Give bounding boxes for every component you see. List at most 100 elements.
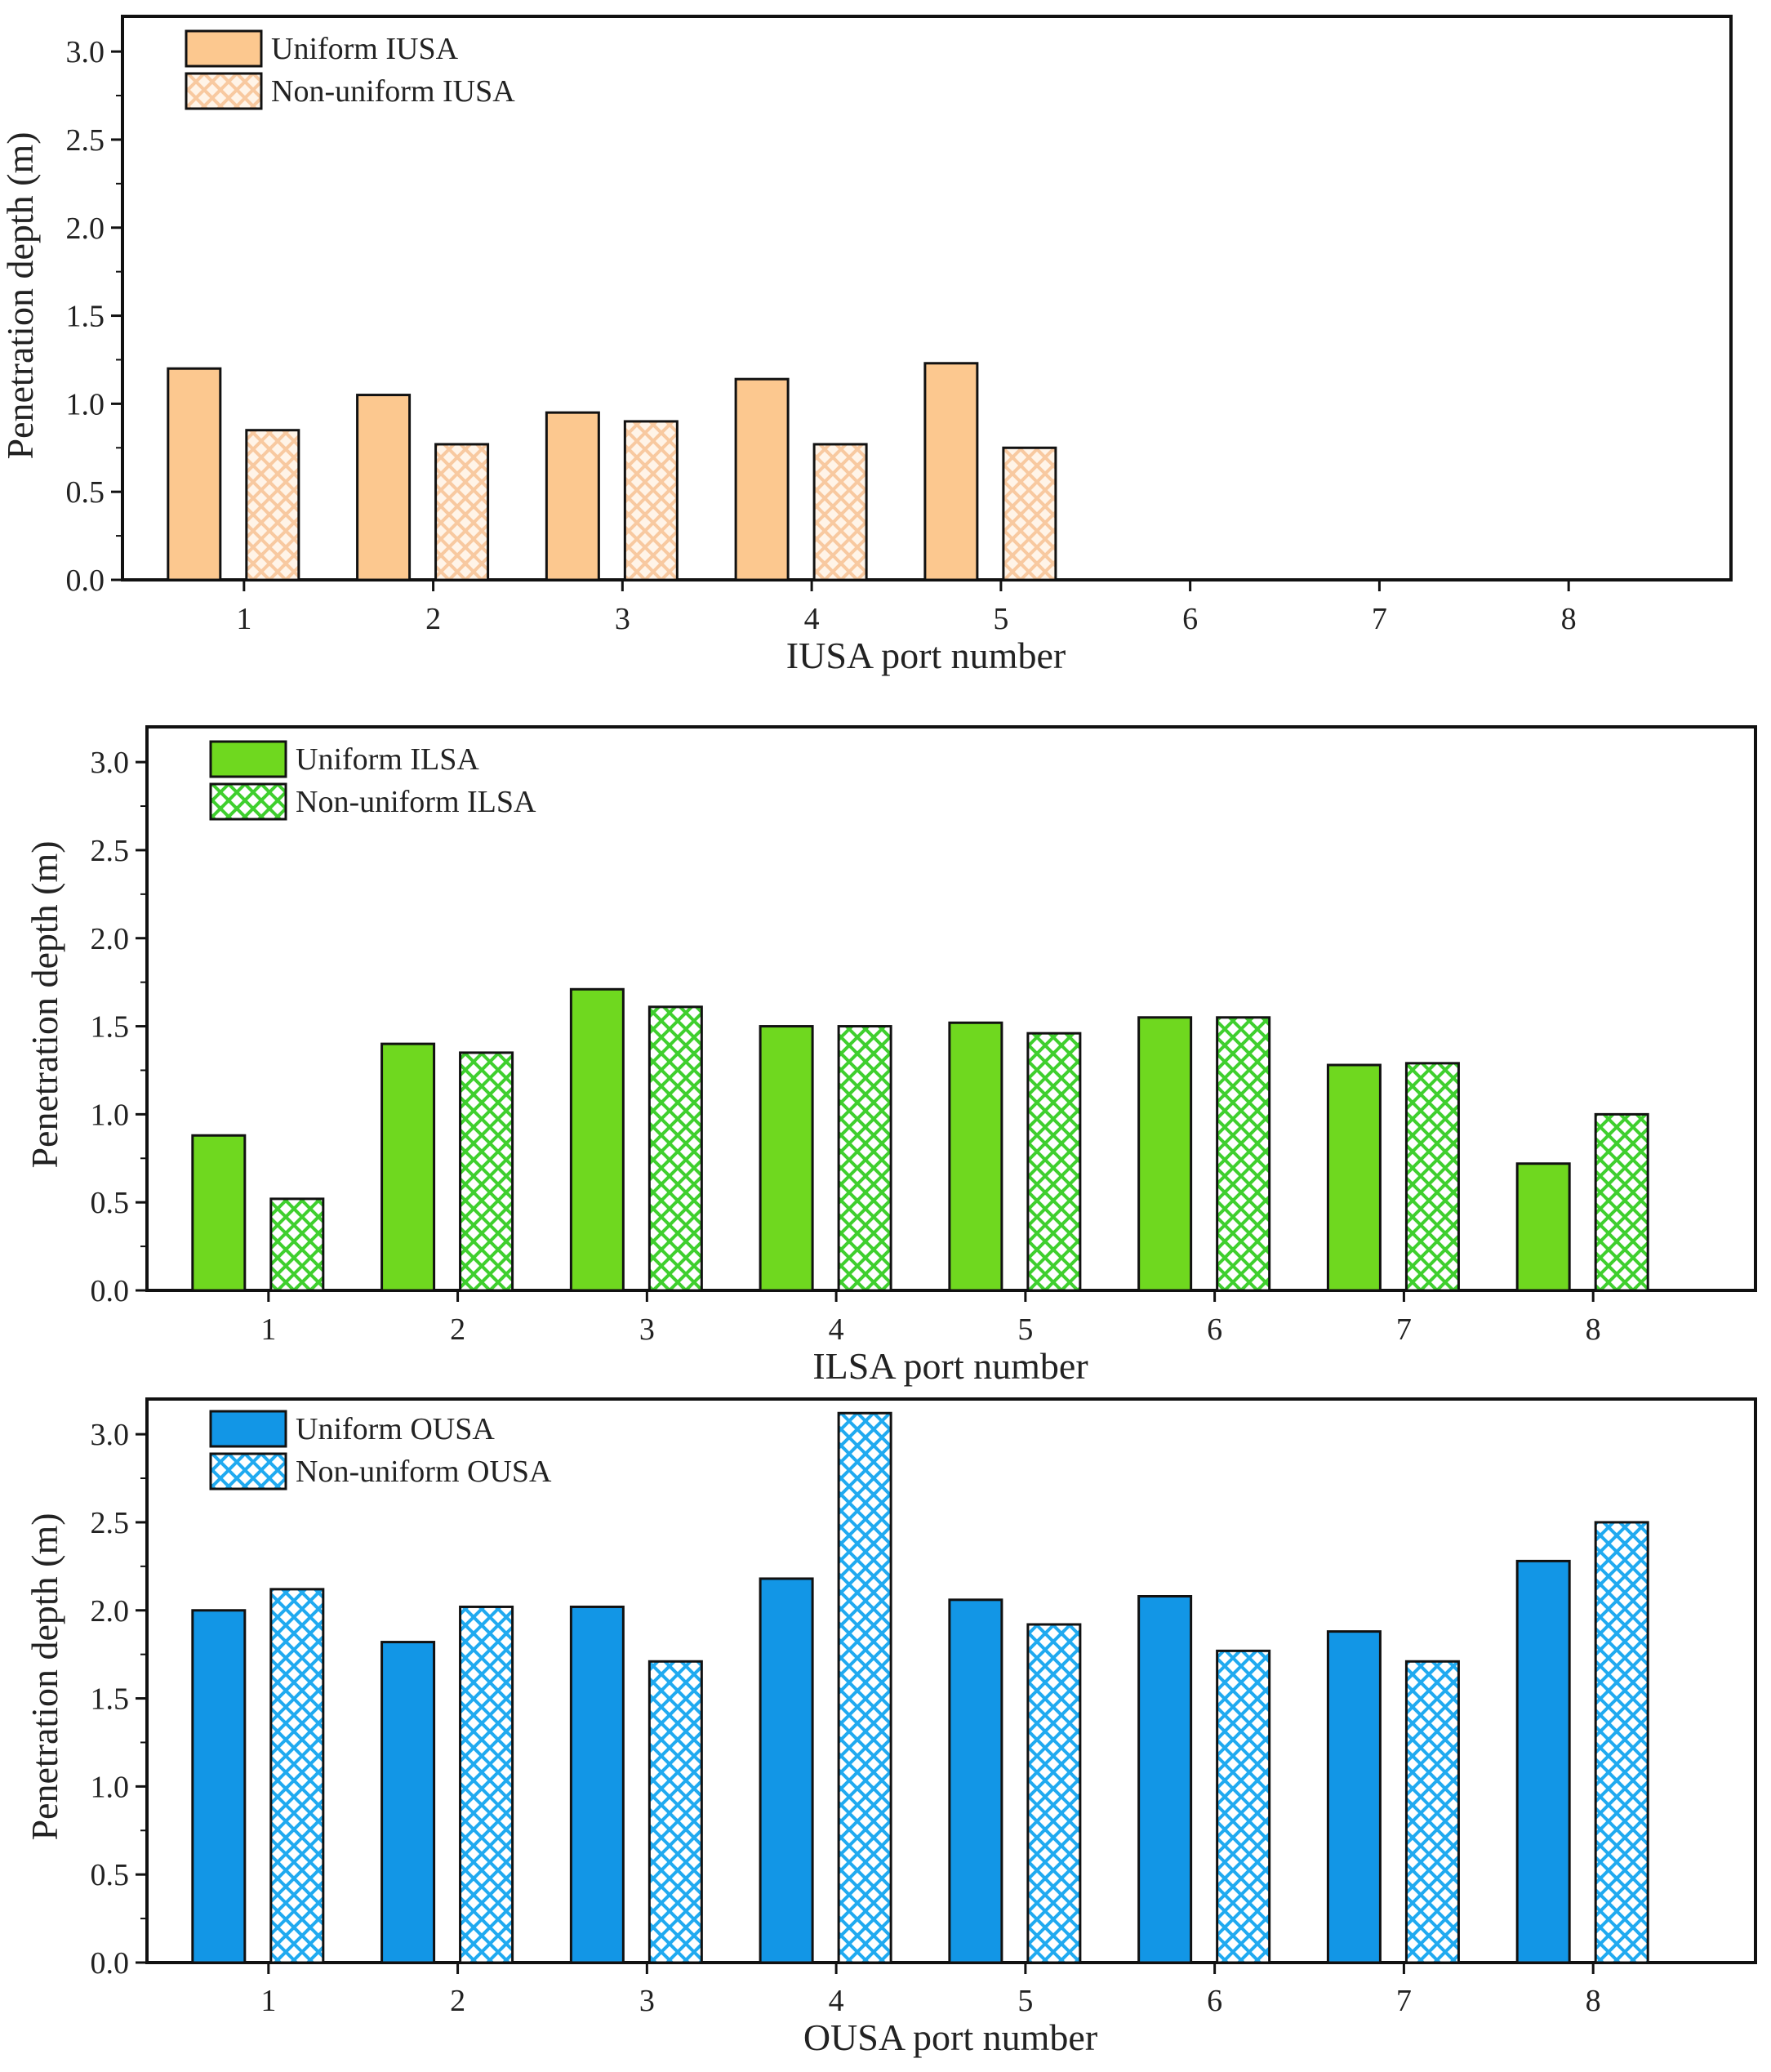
bar-nonuniform-port-7 [1404, 1062, 1460, 1292]
y-tick-label: 2.0 [91, 1594, 130, 1629]
legend-label-nonuniform: Non-uniform ILSA [296, 785, 536, 819]
bar-nonuniform-port-3 [623, 420, 679, 581]
x-tick-label: 8 [1586, 1312, 1601, 1347]
bar-nonuniform-port-5 [1026, 1032, 1082, 1292]
x-tick-label: 2 [425, 602, 441, 636]
bar-nonuniform-port-6 [1216, 1016, 1271, 1292]
x-tick-label: 5 [1017, 1312, 1033, 1347]
x-tick-label: 6 [1207, 1984, 1222, 2018]
bar-nonuniform-port-7 [1404, 1660, 1460, 1964]
bar-uniform-port-2 [380, 1641, 436, 1964]
y-axis-title: Penetration depth (m) [0, 131, 41, 459]
x-tick-label: 6 [1207, 1312, 1222, 1347]
bar-uniform-port-8 [1515, 1162, 1571, 1292]
x-tick-label: 7 [1396, 1312, 1412, 1347]
chart-panel-iusa: Penetration depth (m) IUSA port number U… [0, 15, 1733, 676]
bar-uniform-port-2 [356, 394, 412, 581]
legend-swatch-uniform [185, 29, 263, 68]
bar-nonuniform-port-1 [269, 1588, 325, 1964]
bar-nonuniform-port-5 [1026, 1623, 1082, 1964]
y-tick-label: 0.5 [91, 1186, 130, 1220]
bar-uniform-port-4 [759, 1577, 814, 1964]
bar-uniform-port-7 [1326, 1063, 1382, 1292]
y-tick-label: 0.0 [66, 564, 105, 598]
y-tick-label: 1.5 [91, 1682, 130, 1717]
y-tick-label: 2.5 [91, 1506, 130, 1540]
legend-label-uniform: Uniform IUSA [271, 32, 459, 66]
bar-nonuniform-port-4 [837, 1025, 892, 1292]
x-tick-label: 3 [639, 1984, 655, 2018]
bar-uniform-port-6 [1137, 1016, 1193, 1292]
y-tick-label: 0.5 [91, 1858, 130, 1892]
y-axis-title: Penetration depth (m) [24, 840, 65, 1168]
x-tick-label: 4 [829, 1984, 844, 2018]
x-tick-label: 1 [260, 1984, 276, 2018]
bar-uniform-port-7 [1326, 1630, 1382, 1964]
bar-uniform-port-5 [948, 1598, 1003, 1964]
bar-nonuniform-port-1 [245, 429, 300, 581]
legend-label-uniform: Uniform ILSA [296, 742, 479, 777]
bar-nonuniform-port-8 [1594, 1112, 1649, 1292]
chart-panel-ilsa: Penetration depth (m) ILSA port number U… [24, 725, 1757, 1387]
legend-label-nonuniform: Non-uniform IUSA [271, 74, 515, 109]
bar-uniform-port-8 [1515, 1559, 1571, 1964]
y-tick-label: 1.5 [91, 1010, 130, 1045]
y-tick-label: 3.0 [66, 35, 105, 69]
bar-uniform-port-6 [1137, 1595, 1193, 1964]
bar-uniform-port-5 [948, 1021, 1003, 1292]
bar-nonuniform-port-2 [434, 443, 490, 581]
y-tick-label: 2.0 [91, 922, 130, 956]
x-axis-title: OUSA port number [803, 2016, 1097, 2058]
bar-uniform-port-3 [569, 987, 625, 1292]
y-axis-title: Penetration depth (m) [24, 1513, 65, 1840]
x-axis-title: IUSA port number [786, 635, 1066, 676]
y-tick-label: 1.0 [91, 1098, 130, 1132]
legend-swatch-nonuniform [209, 782, 287, 821]
x-tick-label: 8 [1561, 602, 1577, 636]
x-tick-label: 5 [1017, 1984, 1033, 2018]
x-tick-label: 1 [260, 1312, 276, 1347]
bar-uniform-port-3 [569, 1605, 625, 1964]
x-axis-title: ILSA port number [812, 1345, 1088, 1387]
bar-uniform-port-1 [191, 1134, 247, 1292]
legend-swatch-uniform [209, 1410, 287, 1448]
y-tick-label: 2.5 [91, 834, 130, 868]
y-tick-label: 3.0 [91, 746, 130, 780]
bar-uniform-port-5 [923, 362, 979, 581]
bar-nonuniform-port-2 [459, 1605, 514, 1964]
x-tick-label: 1 [236, 602, 251, 636]
y-tick-label: 0.0 [91, 1946, 130, 1981]
legend: Uniform IUSA Non-uniform IUSA [185, 29, 515, 110]
y-tick-label: 3.0 [91, 1418, 130, 1452]
bar-uniform-port-1 [191, 1609, 247, 1964]
bar-uniform-port-2 [380, 1042, 436, 1292]
x-tick-label: 4 [829, 1312, 844, 1347]
legend-label-uniform: Uniform OUSA [296, 1412, 495, 1446]
x-tick-label: 3 [639, 1312, 655, 1347]
bar-nonuniform-port-4 [812, 443, 868, 581]
x-tick-label: 2 [450, 1984, 465, 2018]
bar-nonuniform-port-1 [269, 1197, 325, 1292]
x-tick-label: 4 [804, 602, 820, 636]
y-tick-label: 1.5 [66, 300, 105, 334]
legend: Uniform OUSA Non-uniform OUSA [209, 1410, 552, 1491]
bar-nonuniform-port-2 [459, 1051, 514, 1292]
x-tick-label: 6 [1182, 602, 1198, 636]
bar-nonuniform-port-8 [1594, 1521, 1649, 1964]
bar-uniform-port-4 [734, 377, 790, 581]
legend-swatch-nonuniform [185, 72, 263, 110]
y-tick-label: 0.0 [91, 1274, 130, 1308]
x-tick-label: 2 [450, 1312, 465, 1347]
y-tick-label: 0.5 [66, 475, 105, 510]
legend: Uniform ILSA Non-uniform ILSA [209, 740, 536, 821]
y-tick-label: 1.0 [91, 1770, 130, 1804]
bar-nonuniform-port-3 [647, 1660, 703, 1964]
y-tick-label: 1.0 [66, 387, 105, 421]
x-tick-label: 8 [1586, 1984, 1601, 2018]
bar-uniform-port-4 [759, 1025, 814, 1292]
x-tick-label: 7 [1396, 1984, 1412, 2018]
legend-swatch-nonuniform [209, 1452, 287, 1491]
chart-panel-ousa: Penetration depth (m) OUSA port number U… [24, 1397, 1757, 2058]
bar-nonuniform-port-5 [1002, 446, 1057, 581]
